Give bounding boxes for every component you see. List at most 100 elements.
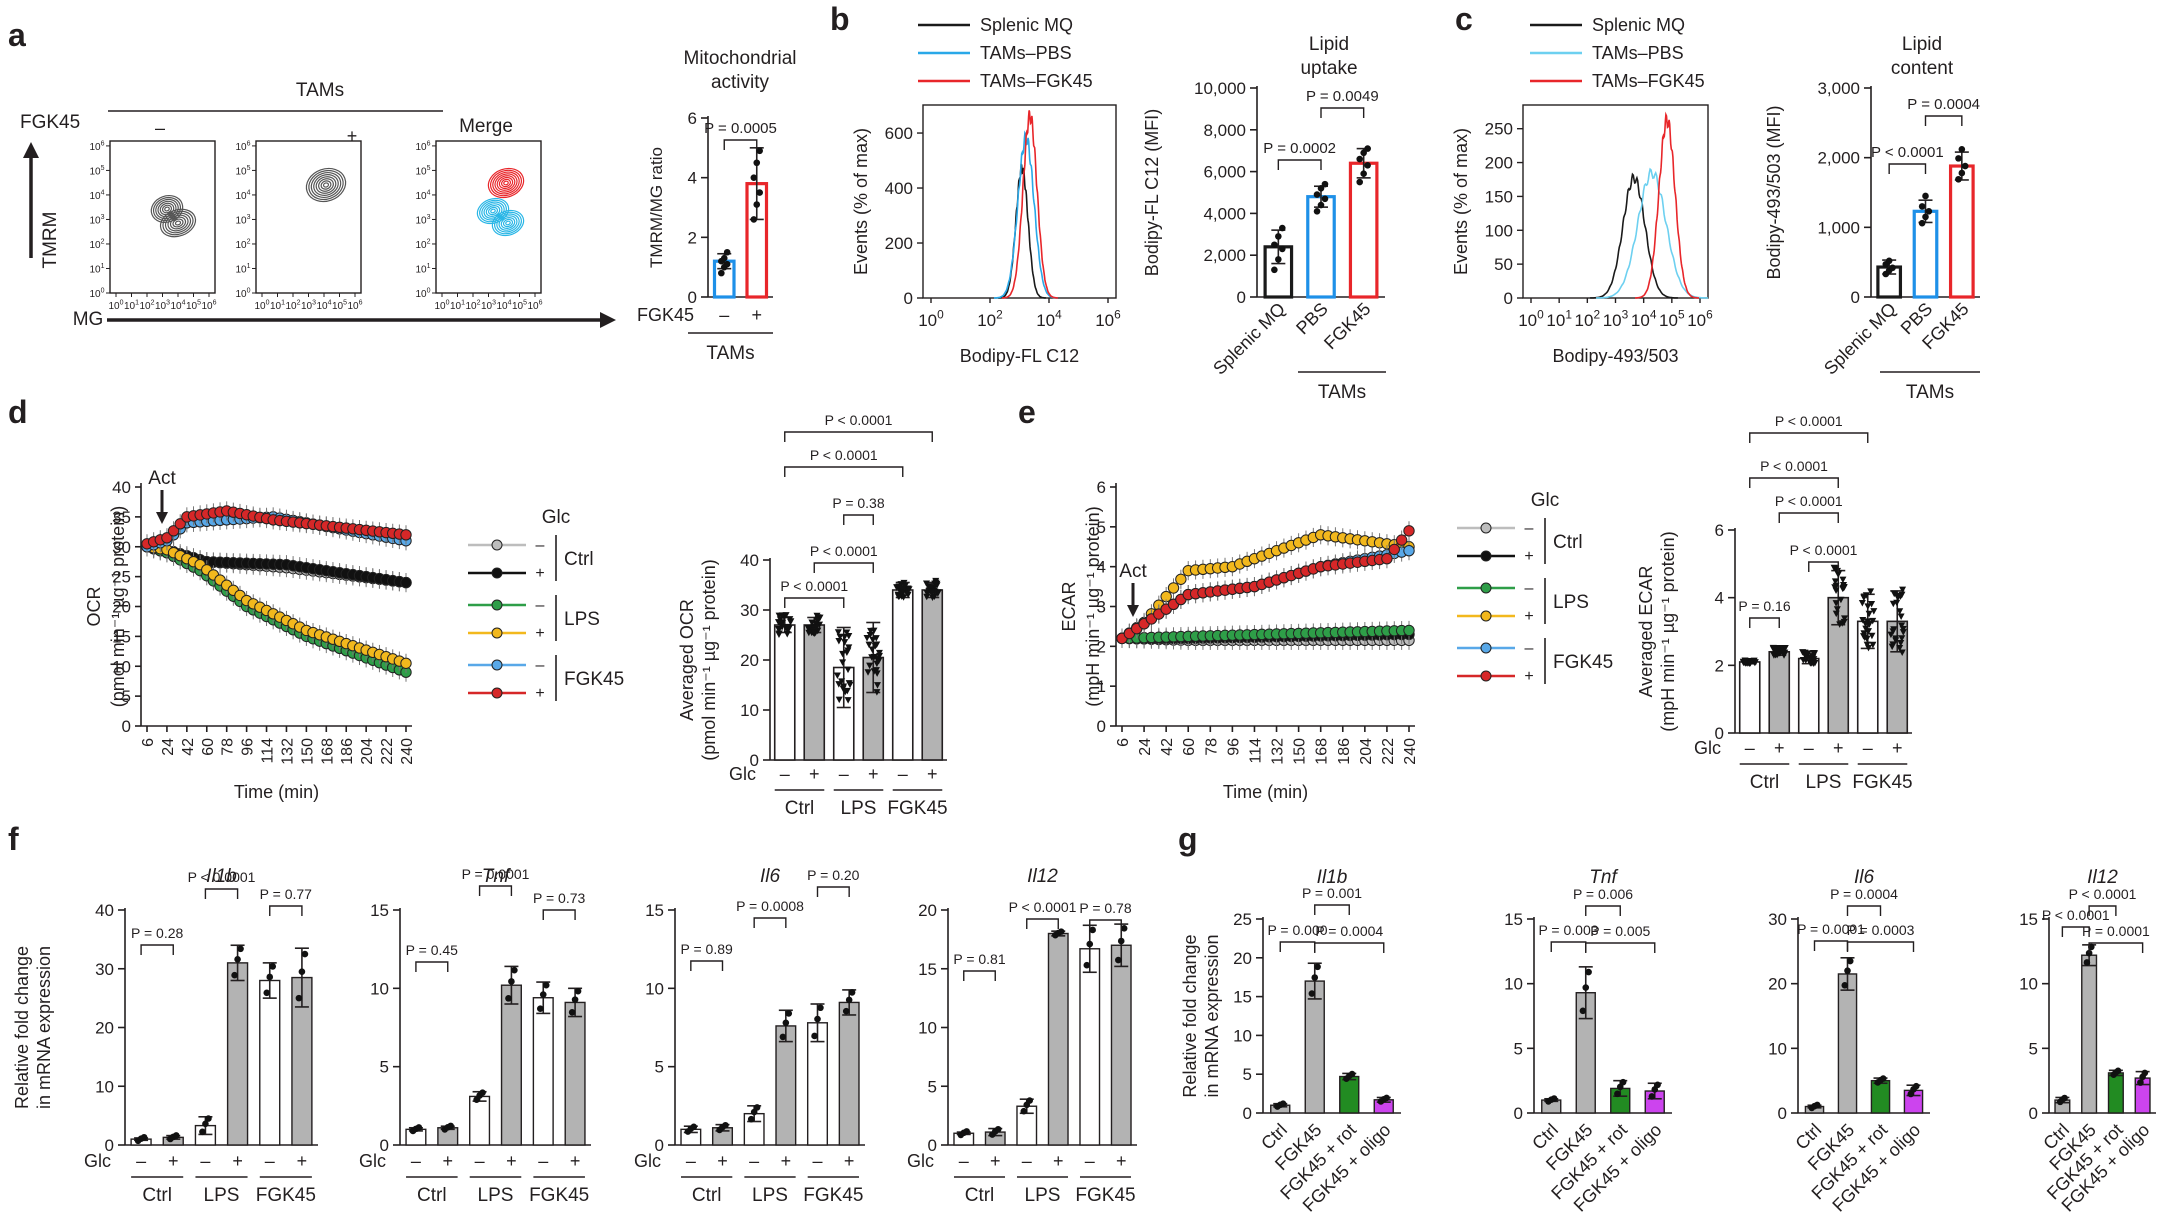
bar-chart-g-Il6: 0 10 20 30 Il6 P = 0.0001 P = 0.0004 P = 0.0003…	[1768, 867, 1930, 1216]
group-label: LPS	[478, 1185, 514, 1206]
y-tick-label: 0	[655, 1136, 664, 1155]
x-tick-label: 103	[301, 300, 316, 313]
y-axis-label-2: (mpH min⁻¹ µg⁻¹ protein)	[1658, 531, 1678, 731]
y-tick-label: 0	[1097, 717, 1106, 736]
legend-sign: –	[536, 537, 545, 554]
y-axis-label: OCR	[84, 587, 104, 627]
category-label: +	[868, 764, 879, 784]
p-value-label: P = 0.89	[681, 941, 734, 957]
x-axis-label: Bodipy-FL C12	[960, 346, 1079, 366]
y-tick-label: 5	[928, 1077, 937, 1096]
contour-line	[159, 202, 175, 216]
significance-bracket	[753, 917, 787, 928]
legend-sign: +	[1524, 668, 1533, 685]
data-point	[1955, 155, 1962, 162]
legend-marker	[491, 659, 503, 671]
data-point	[873, 689, 881, 696]
data-point	[1167, 582, 1180, 594]
contour-line	[496, 175, 516, 191]
category-label: +	[751, 305, 762, 325]
data-point	[1889, 600, 1897, 608]
category-label: +	[1833, 738, 1844, 758]
chart-title: Il12	[2087, 867, 2118, 888]
act-arrow-head	[156, 512, 168, 524]
data-point	[1898, 649, 1906, 657]
y-tick-label: 102	[89, 238, 104, 251]
significance-bracket	[2088, 905, 2117, 916]
legend-title: Glc	[542, 507, 571, 528]
data-point	[234, 956, 241, 963]
significance-bracket	[1320, 107, 1365, 118]
legend-marker	[1480, 550, 1492, 562]
data-point	[1381, 553, 1393, 565]
x-tick-label: 105	[512, 300, 527, 313]
bar	[1837, 973, 1858, 1114]
p-value-label: P < 0.0001	[810, 447, 878, 463]
contour-line	[487, 206, 499, 216]
y-tick-label: 200	[885, 234, 913, 253]
legend-sign: –	[1525, 580, 1534, 597]
legend-marker	[491, 567, 503, 579]
y-tick-label: 20	[1768, 975, 1787, 994]
data-point	[1860, 594, 1868, 602]
data-point	[867, 627, 875, 635]
x-tick-label: 104	[1036, 307, 1062, 330]
group-label: Ctrl	[965, 1185, 995, 1206]
p-value-label: P = 0.0004	[1315, 923, 1383, 939]
group-label: FGK45	[529, 1185, 589, 1206]
axis-row-label: Glc	[634, 1151, 661, 1171]
data-point	[814, 1015, 821, 1023]
panel-label-b: b	[830, 1, 850, 37]
data-point	[836, 633, 844, 641]
x-tick-label: 104	[316, 300, 331, 313]
data-point	[1403, 624, 1415, 637]
data-point	[722, 1121, 729, 1129]
x-tick-label: 96	[1225, 738, 1242, 756]
y-axis-label: Bodipy-FL C12 (MFI)	[1142, 109, 1162, 276]
significance-bracket	[1279, 941, 1316, 952]
p-value-label: P = 0.003	[1538, 922, 1598, 938]
contour-line	[305, 167, 347, 203]
p-value-label: P = 0.001	[1302, 885, 1362, 901]
contour-line	[501, 178, 511, 188]
data-point	[873, 655, 881, 662]
group-label: Ctrl	[142, 1185, 172, 1206]
legend-label: TAMs–PBS	[980, 43, 1072, 63]
bar	[1738, 661, 1761, 734]
y-tick-label: 106	[235, 140, 250, 153]
data-point	[2114, 1067, 2122, 1075]
category-label: +	[506, 1151, 517, 1171]
x-tick-label: 103	[155, 300, 170, 313]
series-3	[141, 537, 412, 673]
contour-line	[159, 208, 197, 238]
p-value-label: P < 0.0001	[1775, 413, 1843, 429]
p-value-label: P < 0.0001	[1790, 542, 1858, 558]
data-point	[1314, 963, 1321, 971]
significance-bracket	[1314, 904, 1350, 915]
y-tick-label: 40	[112, 478, 131, 497]
bar	[1912, 209, 1939, 299]
legend-label: TAMs–PBS	[1592, 43, 1684, 63]
data-point	[1279, 245, 1286, 253]
contour-line	[500, 217, 516, 229]
data-point	[845, 633, 853, 640]
data-point	[808, 619, 816, 627]
data-point	[1313, 208, 1321, 215]
data-point	[841, 639, 849, 646]
y-tick-label: 150	[1485, 187, 1513, 206]
contour-line	[479, 199, 507, 223]
y-tick-label: 5	[1243, 1065, 1252, 1084]
legend-label: TAMs–FGK45	[980, 71, 1093, 91]
sublabel-minus: –	[155, 118, 165, 138]
data-point	[1864, 628, 1872, 635]
p-value-label: P = 0.45	[406, 942, 459, 958]
significance-bracket	[1026, 918, 1059, 929]
significance-bracket	[204, 888, 239, 899]
y-tick-label: 102	[235, 238, 250, 251]
y-tick-label: 10	[1233, 1026, 1252, 1045]
data-point	[1313, 191, 1321, 198]
act-arrow-head	[1127, 605, 1139, 617]
x-tick-label: 103	[1603, 307, 1629, 330]
data-point	[873, 641, 881, 649]
